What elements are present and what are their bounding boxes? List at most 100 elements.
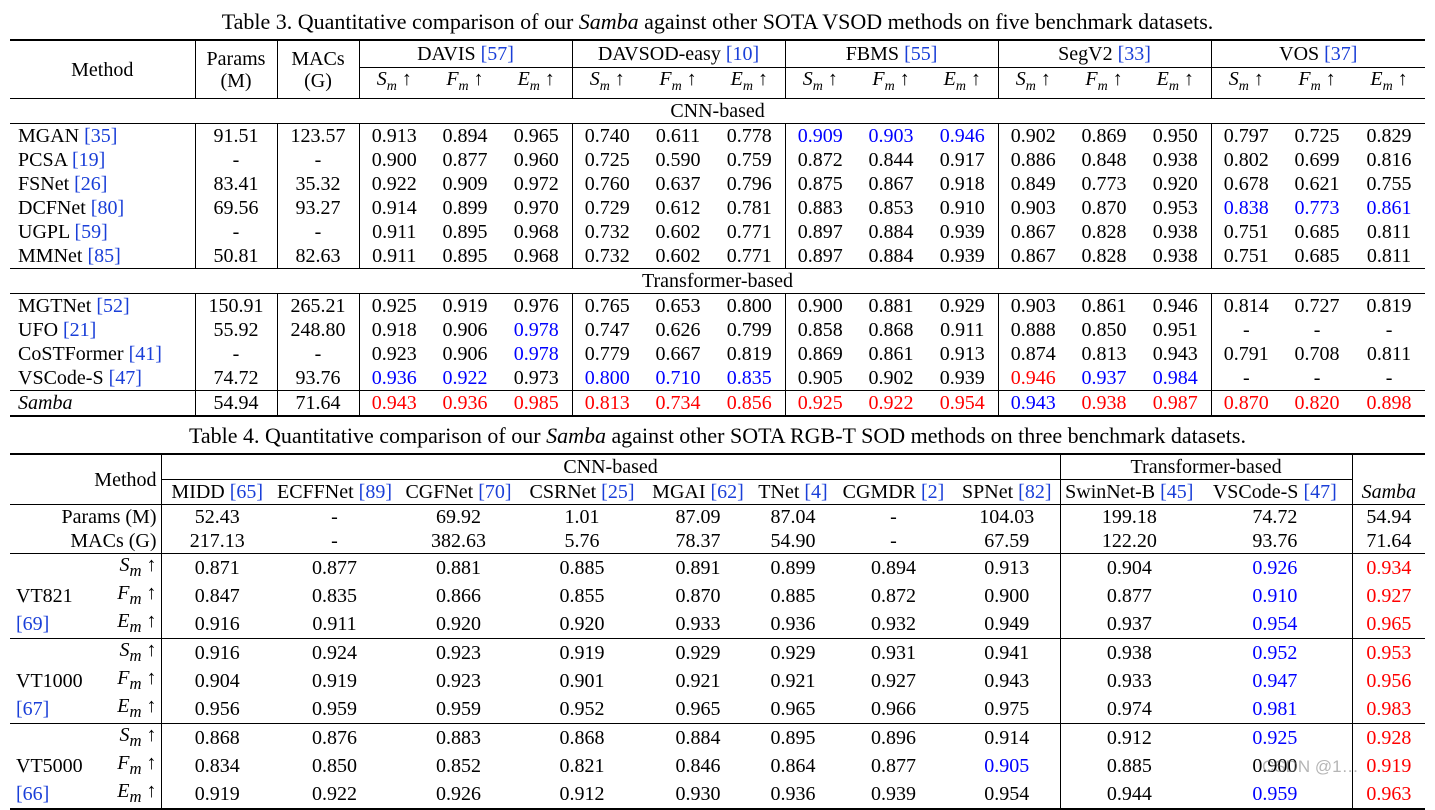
metric-value: 0.939 (939, 221, 985, 243)
method-header: MIDD [65] (160, 479, 273, 505)
metric-letter: E (1156, 68, 1169, 90)
citation-link: [41] (128, 343, 162, 365)
metric-value: 0.869 (784, 342, 856, 366)
text: Method (94, 468, 157, 491)
metric-value: 0.921 (770, 670, 816, 692)
metric-value: 87.09 (643, 504, 753, 529)
macs-cell: - (276, 342, 359, 366)
macs-label: MACs (G) (70, 530, 157, 552)
metric-value: 1.01 (521, 504, 643, 529)
metric-header: Sm ↑ (571, 67, 643, 99)
metric-value: 0.983 (1351, 695, 1426, 724)
text: (M) (220, 69, 252, 92)
method-name-text: VSCode-S (18, 367, 109, 389)
metric-value: 0.866 (436, 585, 481, 607)
metric-value: 0.685 (1294, 221, 1340, 243)
metric-value: 0.943 (358, 390, 429, 417)
metric-label: Em (944, 68, 966, 94)
metric-subscript: m (386, 79, 397, 94)
metric-value: 0.921 (675, 670, 721, 692)
dataset-label: VT5000 (10, 752, 87, 780)
metric-value: 0.909 (442, 173, 488, 195)
metric-value: 0.895 (442, 221, 488, 243)
metric-value: 0.829 (1366, 125, 1412, 147)
metric-header: Sm ↑ (784, 67, 856, 99)
citation-link: [47] (108, 367, 142, 389)
metric-label: Fm ↑ (87, 667, 161, 695)
up-arrow-icon: ↑ (1112, 68, 1123, 90)
params-cell: - (194, 148, 277, 172)
metric-label: Fm (1085, 68, 1107, 94)
metric-value: 0.612 (655, 197, 701, 219)
metric-header-row: Sm ↑ Fm ↑ Em ↑ Sm ↑ Fm ↑ Em ↑ Sm ↑ Fm ↑ Em ↑ Sm ↑… (10, 67, 1425, 99)
citation-link: [21] (63, 319, 97, 341)
metric-value: 0.943 (1152, 343, 1198, 365)
up-arrow-icon: ↑ (544, 68, 555, 90)
metric-value: 0.927 (871, 670, 916, 692)
dataset-name: VT5000 (16, 755, 83, 777)
metric-letter: S (802, 68, 813, 90)
params-label: Params (M) (10, 504, 161, 529)
metric-value: 0.637 (655, 173, 701, 195)
metric-value: 0.914 (358, 196, 429, 220)
metric-value: 0.699 (1294, 149, 1340, 171)
metric-value: 0.751 (1210, 220, 1282, 244)
metric-value: 0.864 (770, 755, 816, 777)
metric-value: 78.37 (675, 530, 721, 552)
metric-subscript: m (1097, 79, 1108, 94)
metric-value: 0.923 (436, 670, 481, 692)
metric-value: 0.899 (442, 197, 488, 219)
metric-value: 0.905 (784, 366, 856, 391)
metric-label: Fm ↑ (87, 752, 161, 780)
metric-value: 0.970 (513, 197, 559, 219)
metric-value: 0.939 (939, 245, 985, 267)
metric-value: 0.922 (855, 390, 928, 417)
macs-header: MACs (G) (276, 39, 359, 99)
metric-value: 0.872 (871, 585, 916, 607)
metric-value: 0.799 (726, 319, 772, 341)
metric-value: 0.937 (1059, 610, 1199, 639)
metric-value: 0.811 (1366, 343, 1412, 365)
metric-value: 0.920 (1152, 173, 1198, 195)
header-row: Method Params (M) MACs (G) DAVIS [57] DAVSOD-e… (10, 39, 1426, 99)
metric-header: Em ↑ (1140, 68, 1211, 99)
metric-value: 0.910 (1252, 585, 1298, 607)
metric-value: 0.747 (571, 318, 643, 342)
metric-value: 217.13 (160, 529, 273, 554)
metric-value: 0.897 (784, 220, 856, 244)
method-name-text: ECFFNet (276, 481, 359, 503)
method-name-text: DCFNet (18, 197, 91, 219)
metric-value: 0.884 (868, 221, 914, 243)
metric-value: 0.946 (939, 125, 985, 147)
method-name-text: PCSA (18, 149, 72, 171)
metric-subscript: m (955, 79, 966, 94)
metric-value: 0.602 (655, 221, 701, 243)
metric-value: 5.76 (564, 530, 600, 552)
citation-link: [57] (480, 43, 514, 65)
metric-subscript: m (599, 79, 610, 94)
method-header: Method (10, 39, 195, 99)
metric-value: 0.901 (559, 670, 605, 692)
metric-value: 0.898 (1353, 390, 1426, 417)
metric-value: 0.885 (1059, 752, 1199, 780)
metric-letter: S (589, 68, 600, 90)
metric-value: 0.867 (997, 244, 1069, 269)
metric-value: 0.965 (675, 698, 721, 720)
method-header: Samba (1351, 479, 1426, 505)
metric-value: 0.959 (436, 698, 481, 720)
metric-value: 0.816 (1366, 149, 1412, 171)
metric-letter: F (117, 582, 130, 604)
metric-value: 0.900 (1252, 755, 1298, 777)
metric-value: 0.868 (521, 723, 643, 752)
metric-letter: E (517, 68, 530, 90)
method-name: FSNet [26] (10, 172, 195, 196)
metric-value: 0.951 (1152, 319, 1198, 341)
table-row: VT821 Fm ↑ 0.847 0.835 0.866 0.855 0.870 0.885 0… (10, 582, 1426, 610)
metric-value: 0.919 (442, 295, 488, 317)
metric-value: 0.934 (1351, 553, 1426, 582)
metric-value: 0.765 (571, 293, 643, 318)
metric-value: 0.791 (1210, 342, 1282, 366)
metric-value: 0.929 (753, 638, 833, 667)
metric-value: 0.906 (442, 319, 488, 341)
table-row: DCFNet [80] 69.56 93.27 0.914 0.899 0.970 0.72… (10, 196, 1425, 220)
